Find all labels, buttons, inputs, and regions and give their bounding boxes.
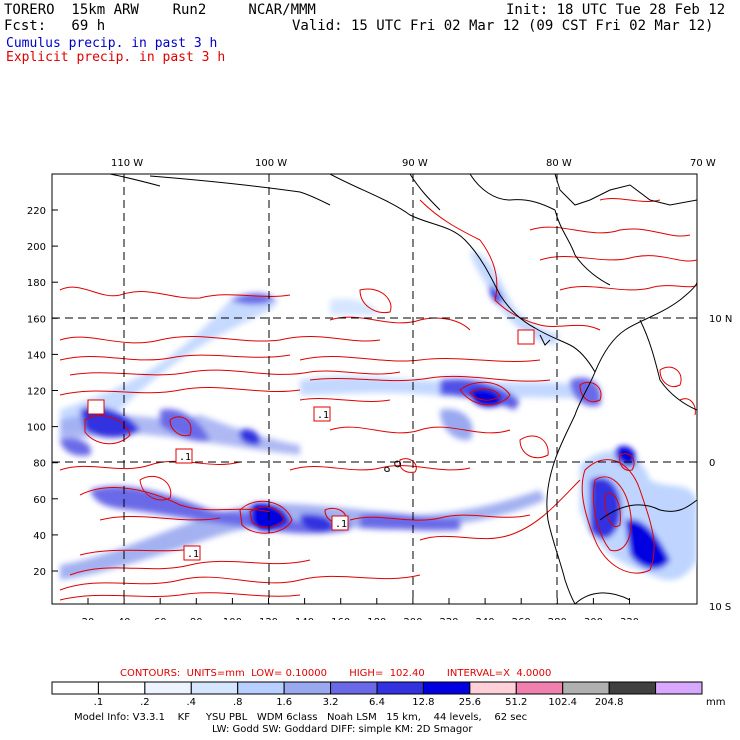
legend-swatch (97, 681, 146, 695)
legend-swatch (144, 681, 192, 695)
legend-value: .4 (187, 697, 197, 708)
x-tick-label: 300 (584, 617, 603, 620)
lon-label: 90 W (402, 158, 428, 169)
y-tick-label: 220 (27, 206, 46, 217)
legend-value: 12.8 (412, 697, 434, 708)
legend-swatch (469, 681, 517, 695)
lat-label: 0 (709, 458, 715, 469)
lon-label: 100 W (255, 158, 287, 169)
y-tick-label: 180 (27, 278, 46, 289)
legend-swatch (283, 681, 332, 695)
longitude-labels: 110 W 100 W 90 W 80 W 70 W (111, 158, 716, 169)
y-tick-label: 20 (33, 567, 46, 578)
y-tick-label: 120 (27, 387, 46, 398)
x-tick-label: 60 (154, 617, 167, 620)
contour-box-label (87, 399, 105, 415)
box-label-text: .1 (317, 410, 329, 421)
legend-swatch (422, 681, 471, 695)
legend-value: .1 (94, 697, 104, 708)
legend-value: 51.2 (505, 697, 527, 708)
latitude-labels: 10 N 0 10 S (709, 314, 732, 613)
lat-label: 10 N (709, 314, 732, 325)
contours-info: CONTOURS: UNITS=mm LOW= 0.10000 HIGH= 10… (120, 668, 552, 679)
precip-map: .1 .1 .1 .1 110 W 100 W 90 W 80 W 70 W 1… (27, 158, 732, 620)
contour-box-label (517, 329, 535, 345)
y-tick-label: 100 (27, 423, 46, 434)
legend-value: 1.6 (276, 697, 292, 708)
x-tick-label: 160 (331, 617, 350, 620)
x-tick-label: 20 (82, 617, 95, 620)
legend-swatch (237, 681, 285, 695)
box-label-text: .1 (187, 549, 199, 560)
legend-value: .2 (140, 697, 150, 708)
y-tick-label: 200 (27, 242, 46, 253)
x-tick-label: 80 (190, 617, 203, 620)
explicit-legend-label: Explicit precip. in past 3 h (6, 50, 226, 65)
precip-color-legend: .1.2.4.8 1.6 3.2 6.4 12.8 25.6 51.2 102.4 204.8 … (51, 681, 725, 708)
legend-value: 3.2 (323, 697, 339, 708)
lon-label: 110 W (111, 158, 143, 169)
latlon-grid (52, 174, 697, 604)
x-tick-label: 260 (512, 617, 531, 620)
x-tick-label: 320 (620, 617, 639, 620)
x-tick-label: 40 (118, 617, 131, 620)
legend-value: 102.4 (548, 697, 577, 708)
x-tick-label: 280 (548, 617, 567, 620)
lon-label: 80 W (546, 158, 572, 169)
box-label-text: .1 (335, 519, 347, 530)
x-grid-ticks: 20 40 60 80 100 120 140 160 180 200 220 240 260 280 30… (82, 617, 639, 620)
legend-swatch (655, 681, 703, 695)
y-tick-label: 80 (33, 459, 46, 470)
x-tick-label: 120 (259, 617, 278, 620)
lat-label: 10 S (709, 602, 731, 613)
y-grid-ticks: 20 40 60 80 100 120 140 160 180 200 220 (27, 206, 46, 578)
legend-swatch (330, 681, 378, 695)
model-info-line2: LW: Godd SW: Goddard DIFF: simple KM: 2D… (212, 724, 473, 735)
contour-box-labels: .1 .1 .1 .1 (87, 329, 535, 561)
contour-box-label: .1 (183, 545, 201, 561)
x-tick-label: 180 (367, 617, 386, 620)
legend-swatch (51, 681, 99, 695)
x-tick-label: 100 (223, 617, 242, 620)
x-tick-label: 200 (403, 617, 422, 620)
x-tick-label: 140 (295, 617, 314, 620)
legend-swatch (515, 681, 564, 695)
y-tick-label: 140 (27, 350, 46, 361)
legend-unit: mm (706, 697, 725, 708)
model-info-line1: Model Info: V3.3.1 KF YSU PBL WDM 6class… (74, 712, 528, 723)
cumulus-legend-label: Cumulus precip. in past 3 h (6, 36, 218, 51)
legend-value: .8 (233, 697, 243, 708)
coastline (109, 174, 697, 604)
contour-box-label: .1 (313, 406, 331, 422)
legend-swatch (190, 681, 239, 695)
x-tick-label: 220 (439, 617, 458, 620)
y-tick-label: 40 (33, 531, 46, 542)
y-tick-label: 60 (33, 495, 46, 506)
valid-time: Valid: 15 UTC Fri 02 Mar 12 (09 CST Fri … (292, 18, 714, 34)
legend-swatch (562, 681, 610, 695)
contour-box-label: .1 (331, 515, 349, 531)
legend-value: 25.6 (459, 697, 481, 708)
legend-value: 6.4 (369, 697, 385, 708)
forecast-hour: Fcst: 69 h (4, 18, 106, 34)
contour-box-label: .1 (175, 448, 193, 464)
x-tick-label: 240 (476, 617, 495, 620)
model-title: TORERO 15km ARW Run2 NCAR/MMM (4, 2, 316, 18)
box-label-text: .1 (179, 452, 191, 463)
legend-swatch (376, 681, 424, 695)
y-tick-label: 160 (27, 314, 46, 325)
legend-swatch (608, 681, 657, 695)
init-time: Init: 18 UTC Tue 28 Feb 12 (506, 2, 726, 18)
lon-label: 70 W (690, 158, 716, 169)
legend-value: 204.8 (595, 697, 624, 708)
